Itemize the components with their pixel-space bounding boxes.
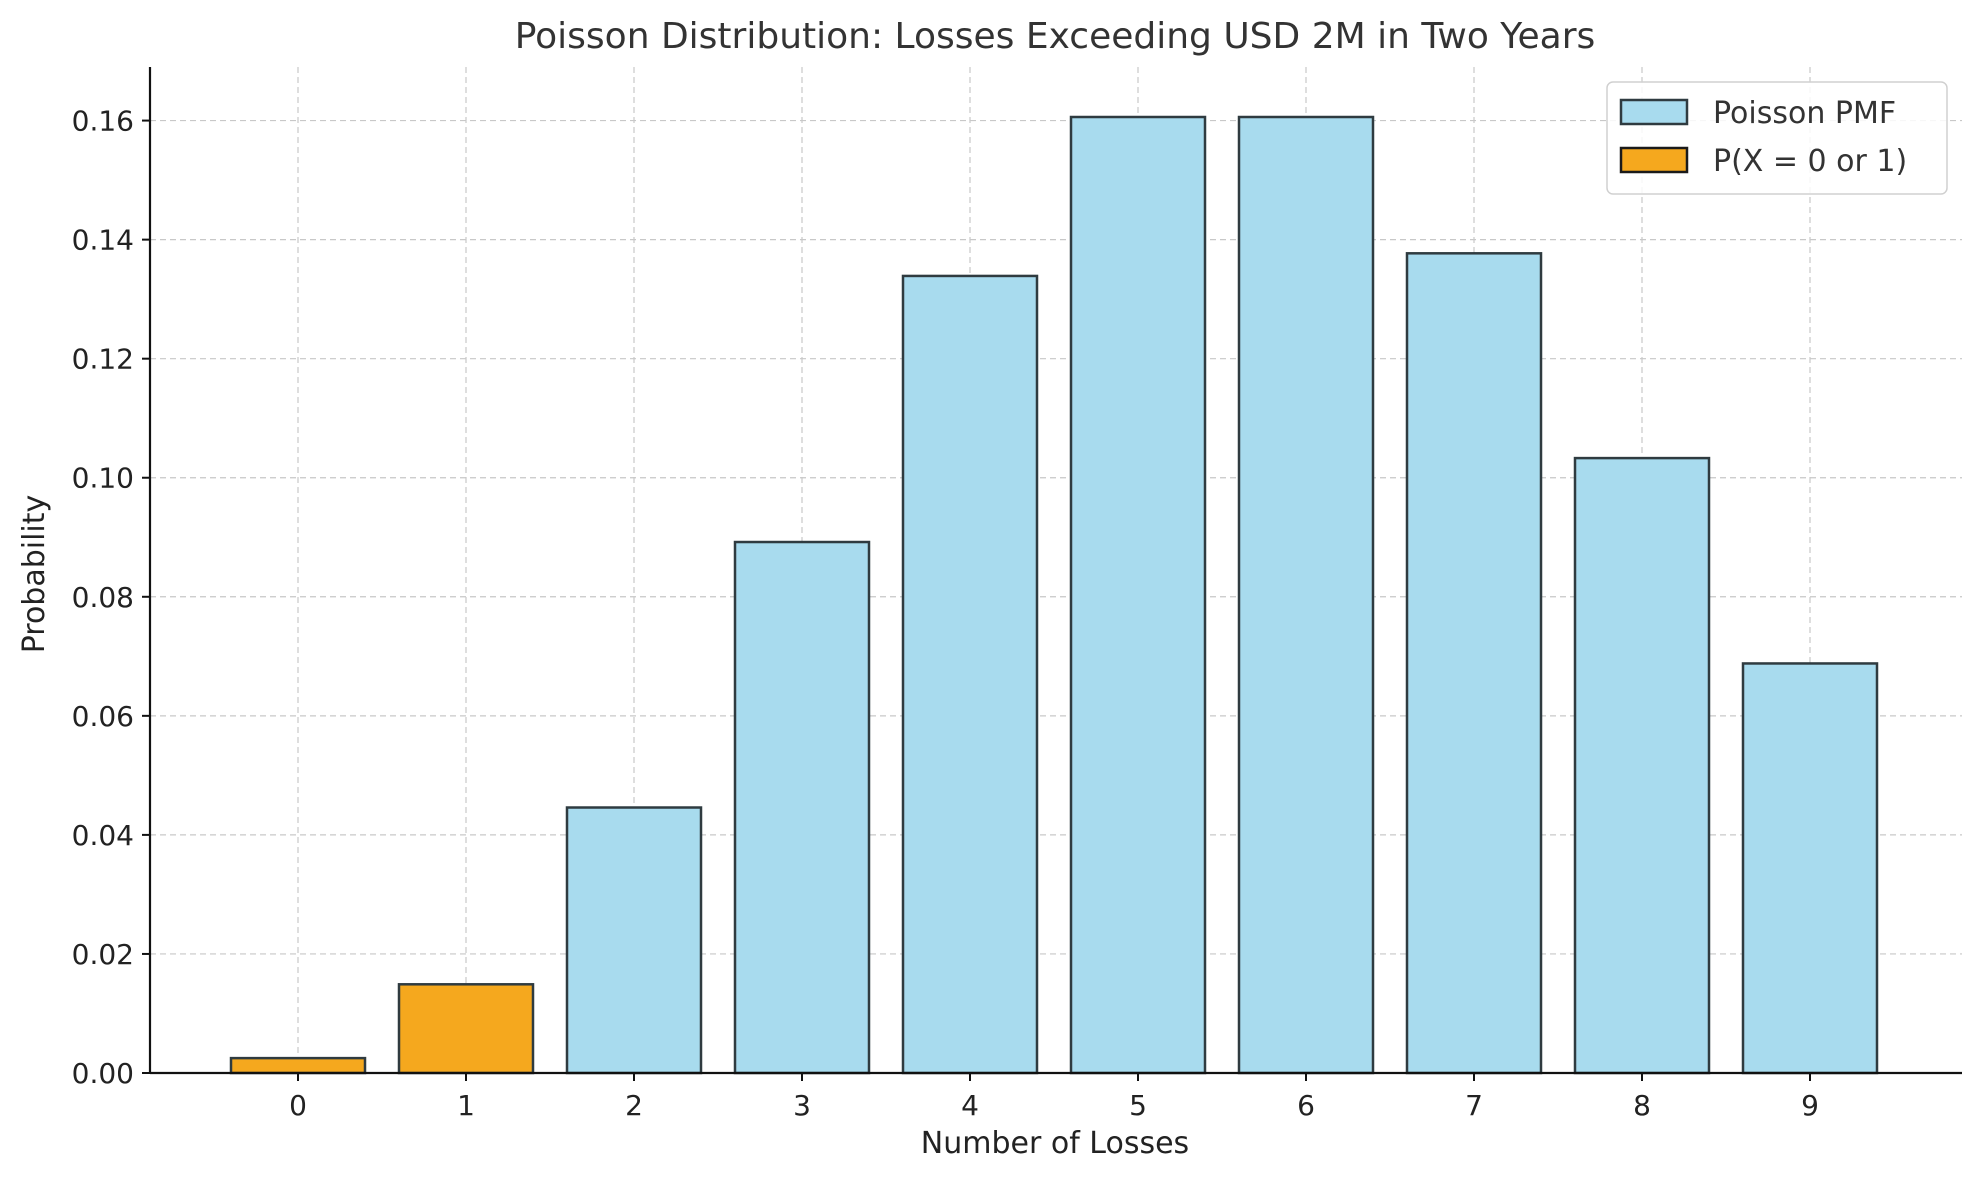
y-tick-label: 0.02: [72, 938, 134, 971]
bar-4: [901, 274, 1039, 1075]
bar-6: [1237, 115, 1375, 1075]
x-tick-label: 9: [1801, 1089, 1819, 1122]
legend-swatch: [1619, 98, 1689, 126]
x-tick-label: 5: [1129, 1089, 1147, 1122]
legend-box: [1606, 81, 1948, 195]
y-tick-label: 0.16: [72, 105, 134, 138]
y-tick-label: 0.08: [72, 581, 134, 614]
bar-0: [229, 1056, 367, 1075]
bar-3: [733, 540, 871, 1075]
y-tick-label: 0.00: [72, 1057, 134, 1090]
legend-swatch: [1619, 146, 1689, 174]
bar-2: [565, 806, 703, 1075]
bar-1: [397, 983, 535, 1075]
tick-labels: 0.00 0.02 0.04 0.06 0.08 0.10 0.12 0.14 0.16 0 1 2 3…: [72, 105, 1819, 1122]
legend-label: P(X = 0 or 1): [1713, 144, 1907, 179]
bar-7: [1405, 252, 1543, 1075]
y-tick-label: 0.14: [72, 224, 134, 257]
axes: [148, 67, 1962, 1075]
x-tick-label: 7: [1465, 1089, 1483, 1122]
x-tick-label: 0: [289, 1089, 307, 1122]
x-tick-label: 1: [457, 1089, 475, 1122]
x-tick-label: 4: [961, 1089, 979, 1122]
y-tick-label: 0.10: [72, 462, 134, 495]
bars: [229, 115, 1879, 1075]
bar-9: [1741, 662, 1879, 1075]
bar-8: [1573, 456, 1711, 1075]
bar-5: [1069, 115, 1207, 1075]
y-tick-label: 0.06: [72, 700, 134, 733]
legend: Poisson PMF P(X = 0 or 1): [1606, 81, 1948, 195]
x-tick-label: 8: [1633, 1089, 1651, 1122]
y-axis-label: Probability: [17, 495, 52, 654]
x-axis-label: Number of Losses: [921, 1126, 1189, 1161]
chart-title: Poisson Distribution: Losses Exceeding U…: [515, 16, 1596, 57]
x-tick-label: 3: [793, 1089, 811, 1122]
y-tick-label: 0.04: [72, 819, 134, 852]
legend-label: Poisson PMF: [1713, 96, 1896, 131]
x-tick-label: 6: [1297, 1089, 1315, 1122]
x-tick-label: 2: [625, 1089, 643, 1122]
y-tick-label: 0.12: [72, 343, 134, 376]
